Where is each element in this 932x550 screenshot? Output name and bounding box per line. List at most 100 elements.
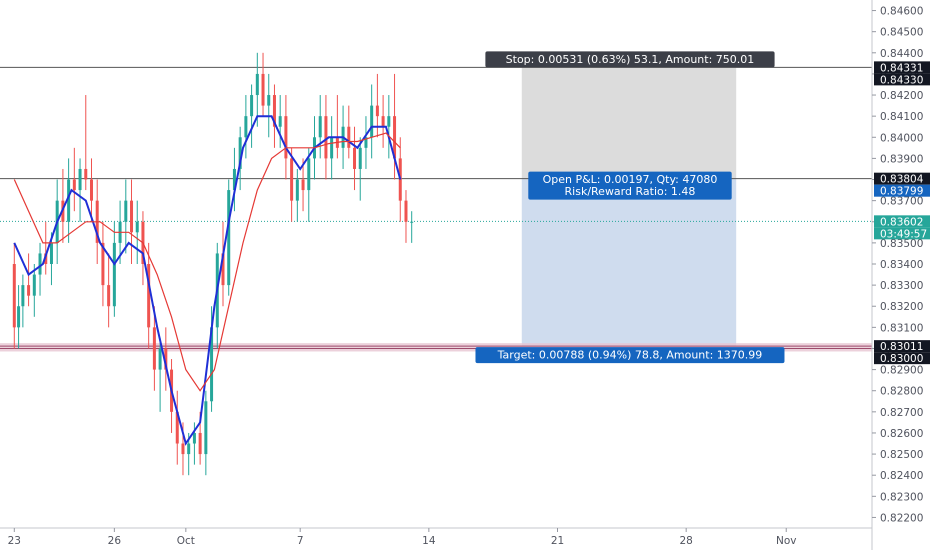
y-tick-label: 0.83100 [880, 322, 923, 334]
candle-body [67, 179, 71, 222]
y-tick-label: 0.82800 [880, 386, 923, 398]
price-tag-bg [874, 352, 930, 365]
price-tag-label: 0.84331 [880, 62, 923, 74]
slow-ma-line [13, 132, 401, 392]
price-tag-bg [874, 73, 930, 86]
price-tag: 0.84331 [874, 61, 930, 74]
pnl-label: Open P&L: 0.00197, Qty: 47080Risk/Reward… [528, 171, 732, 200]
y-tick-label: 0.82300 [880, 491, 923, 503]
candle-body [152, 327, 156, 370]
candle-body [284, 116, 288, 159]
stop-label: Stop: 0.00531 (0.63%) 53.1, Amount: 750.… [485, 51, 775, 68]
price-tag-label: 0.83602 [880, 216, 923, 228]
target-label: Target: 0.00788 (0.94%) 78.8, Amount: 13… [475, 347, 785, 364]
candle-body [358, 147, 362, 169]
stop-zone [521, 67, 737, 179]
price-tag-bg [874, 61, 930, 74]
y-tick-label: 0.82200 [880, 512, 923, 524]
candle-body [17, 306, 21, 328]
support-zone [0, 343, 872, 352]
pnl-label-text: Risk/Reward Ratio: 1.48 [565, 185, 696, 198]
candle-body [267, 95, 271, 106]
candle-body [38, 253, 42, 275]
countdown-label: 03:49:57 [880, 228, 927, 240]
candle-body [347, 126, 351, 148]
candle-body [250, 95, 254, 117]
y-tick-label: 0.83900 [880, 153, 923, 165]
price-tag-label: 0.83000 [880, 353, 923, 365]
candle-body [261, 73, 265, 106]
y-tick-label: 0.84000 [880, 132, 923, 144]
candle-body [124, 200, 128, 222]
candle-body [89, 179, 93, 201]
candle-body [290, 158, 294, 201]
x-tick-label: 26 [108, 535, 122, 547]
y-tick-label: 0.83400 [880, 259, 923, 271]
price-tag-bg [874, 184, 930, 197]
candle-body [164, 348, 168, 370]
candle-body [227, 190, 231, 286]
candle-body [387, 116, 391, 127]
y-tick-label: 0.84200 [880, 90, 923, 102]
candles-layer [12, 52, 414, 476]
moving-averages-layer [13, 115, 402, 446]
candle-body [232, 168, 236, 191]
candle-body [364, 137, 368, 148]
candle-body [181, 443, 185, 455]
pnl-label-bg [528, 171, 732, 200]
y-tick-label: 0.82400 [880, 470, 923, 482]
zones-layer [0, 67, 872, 352]
y-tick-label: 0.83700 [880, 196, 923, 208]
price-tag-bg [874, 215, 930, 228]
candle-body [370, 105, 374, 138]
candle-body [27, 285, 31, 296]
x-tick-label: 28 [679, 535, 692, 547]
price-tag: 0.83000 [874, 352, 930, 365]
candle-body [221, 253, 225, 286]
price-tag-label: 0.83799 [880, 186, 923, 198]
target-label-bg [475, 347, 785, 364]
y-tick-label: 0.83500 [880, 238, 923, 250]
candle-body [49, 242, 53, 264]
candle-body [107, 285, 111, 307]
pnl-label-text: Open P&L: 0.00197, Qty: 47080 [543, 173, 718, 186]
candle-body [318, 116, 322, 138]
price-tag-bg [874, 172, 930, 185]
candle-body [32, 274, 36, 296]
y-tick-label: 0.82600 [880, 428, 923, 440]
candle-body [135, 221, 139, 233]
candle-body [324, 116, 328, 159]
candle-body [210, 327, 214, 402]
candle-body [175, 411, 179, 444]
target-label-text: Target: 0.00788 (0.94%) 78.8, Amount: 13… [497, 349, 763, 362]
candle-body [255, 73, 259, 96]
y-tick-label: 0.83300 [880, 280, 923, 292]
candle-body [78, 168, 82, 191]
candle-body [21, 285, 25, 307]
price-tag-label: 0.84330 [880, 74, 923, 86]
candle-body [204, 401, 208, 455]
price-tag-bg [874, 340, 930, 353]
candle-body [72, 179, 76, 191]
candle-body [244, 116, 248, 138]
price-tag-label: 0.83804 [880, 174, 924, 186]
x-tick-label: 23 [8, 535, 21, 547]
y-tick-label: 0.82500 [880, 449, 923, 461]
stop-label-text: Stop: 0.00531 (0.63%) 53.1, Amount: 750.… [506, 53, 755, 66]
candle-body [84, 168, 88, 180]
candle-body [192, 432, 196, 444]
price-tag: 0.83804 [874, 172, 930, 186]
candle-body [198, 432, 202, 455]
candle-body [158, 348, 162, 370]
y-tick-label: 0.82900 [880, 365, 923, 377]
price-tag: 0.84330 [874, 73, 930, 86]
y-tick-label: 0.84400 [880, 48, 923, 60]
candle-body [330, 137, 334, 159]
time-axis[interactable]: 23 26 Oct 7 14 21 28 Nov [8, 528, 797, 547]
candle-body [393, 116, 397, 159]
candle-body [272, 95, 276, 127]
candle-body [375, 105, 379, 117]
candle-body [381, 116, 385, 127]
